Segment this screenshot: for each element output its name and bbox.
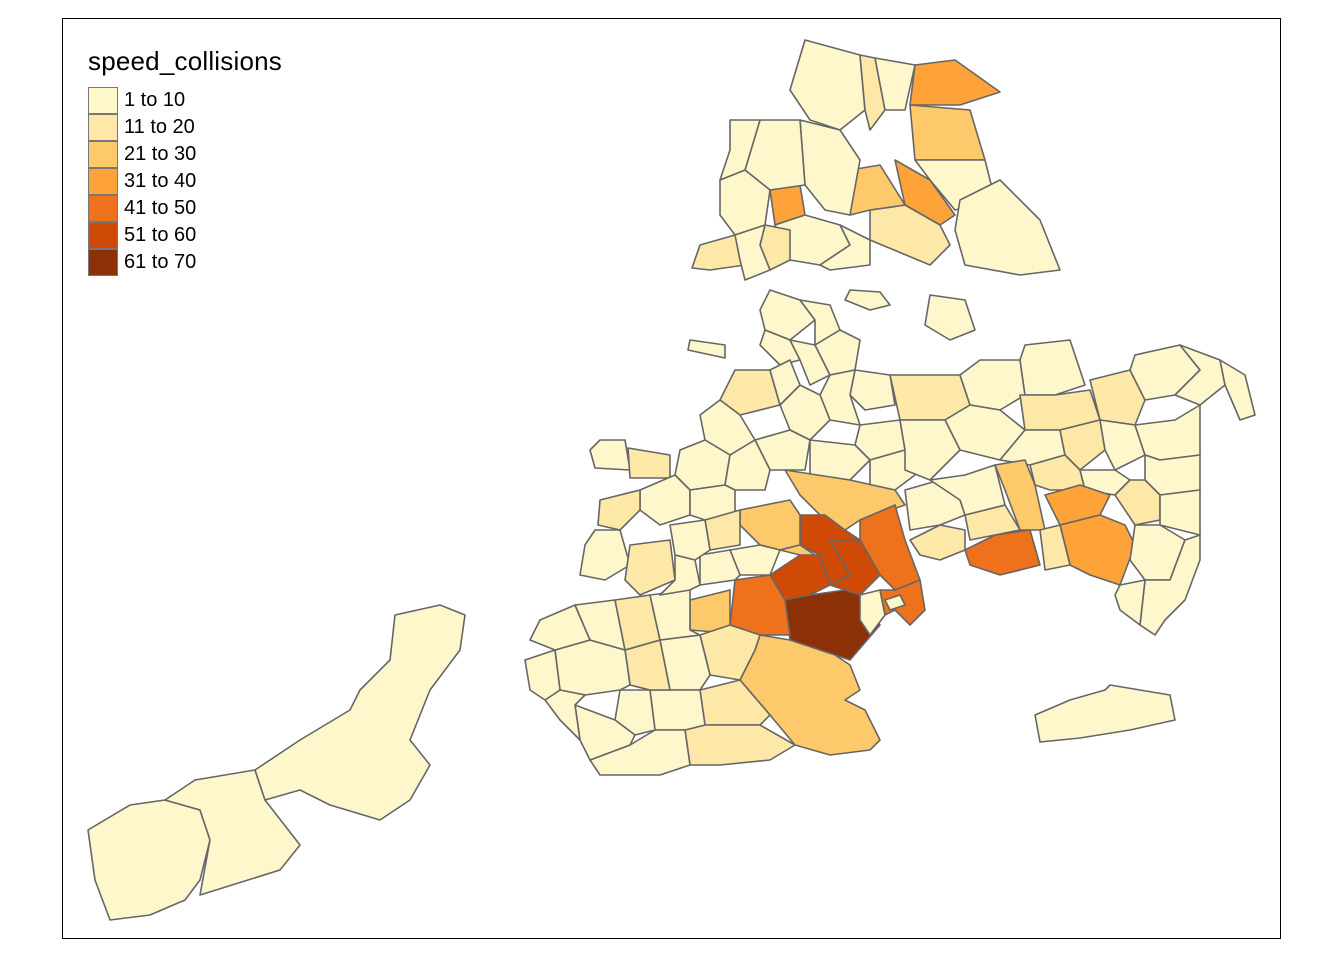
region-q-k	[1099, 419, 1146, 471]
legend-item: 31 to 40	[88, 168, 282, 195]
region-bronx-c	[874, 57, 916, 111]
region-bk-h	[689, 589, 731, 633]
region-bk-i	[859, 589, 886, 636]
legend-swatch	[88, 249, 118, 276]
legend-label: 11 to 20	[124, 116, 195, 138]
region-bs-d	[684, 724, 796, 766]
region-q-b	[1019, 339, 1086, 396]
region-q-r	[1044, 484, 1111, 526]
region-bs-i	[589, 729, 691, 776]
region-nw-p	[639, 474, 691, 526]
legend-item: 21 to 30	[88, 141, 282, 168]
legend-item: 61 to 70	[88, 249, 282, 276]
legend-title: speed_collisions	[88, 46, 282, 76]
region-q-v	[1139, 534, 1201, 636]
region-bronx-k	[799, 119, 861, 216]
region-bs-h	[614, 689, 656, 736]
region-bronx-b	[859, 54, 886, 131]
legend-item: 51 to 60	[88, 222, 282, 249]
region-bs-n	[529, 604, 591, 651]
legend-item: 1 to 10	[88, 87, 282, 114]
region-bs-r	[579, 529, 631, 581]
region-bk-o	[699, 549, 741, 586]
region-bs-s	[624, 539, 676, 596]
legend-item: 11 to 20	[88, 114, 282, 141]
region-bk-n	[779, 544, 816, 556]
legend-swatch	[88, 141, 118, 168]
legend-label: 51 to 60	[124, 224, 197, 246]
region-staten-island-north	[254, 604, 466, 821]
region-nw-m	[627, 447, 671, 479]
region-nw-g	[769, 359, 801, 406]
region-q-ab	[929, 464, 1006, 516]
region-bronx-h	[954, 179, 1061, 276]
region-bronx-r	[691, 234, 746, 271]
region-q-ac	[909, 524, 966, 561]
legend-label: 31 to 40	[124, 170, 197, 192]
region-q-d	[1089, 369, 1146, 426]
region-staten-island-mid	[164, 769, 301, 896]
region-manhattan-park	[924, 294, 976, 341]
legend-label: 21 to 30	[124, 143, 197, 165]
region-staten-island-south	[87, 799, 211, 921]
region-manhattan-small	[687, 339, 726, 359]
region-nw-a	[849, 369, 896, 411]
legend-swatch	[88, 195, 118, 222]
region-q-x	[1039, 524, 1071, 571]
region-bronx-s	[719, 119, 761, 181]
region-nw-l	[589, 439, 631, 471]
legend-swatch	[88, 87, 118, 114]
legend-rows: 1 to 10 11 to 20 21 to 30 31 to 40 41 to 50 5…	[88, 87, 282, 276]
region-bs-f	[649, 689, 706, 731]
legend-label: 1 to 10	[124, 89, 186, 111]
region-q-g	[1219, 359, 1256, 421]
region-rockaway	[1034, 684, 1176, 743]
region-manhattan-island	[844, 289, 891, 311]
legend-swatch	[88, 168, 118, 195]
legend-label: 61 to 70	[124, 251, 197, 273]
region-nw-f	[719, 369, 781, 416]
legend-swatch	[88, 222, 118, 249]
region-bk-q	[669, 519, 711, 561]
region-q-ad	[899, 419, 961, 481]
region-bronx-a	[789, 39, 866, 131]
region-q-a	[959, 359, 1026, 411]
region-nw-q	[597, 489, 641, 531]
map-frame	[62, 18, 1281, 939]
region-bronx-t	[734, 224, 771, 281]
region-q-j	[1059, 419, 1106, 471]
region-bronx-d	[909, 59, 1001, 106]
legend-item: 41 to 50	[88, 195, 282, 222]
region-q-s	[1059, 514, 1136, 586]
legend-swatch	[88, 114, 118, 141]
region-bk-l	[739, 499, 801, 551]
region-bs-m	[524, 649, 561, 701]
region-q-w	[1114, 579, 1146, 626]
legend-label: 41 to 50	[124, 197, 197, 219]
region-bronx-p	[819, 224, 871, 271]
legend: speed_collisions 1 to 10 11 to 20 21 to 30…	[88, 46, 282, 276]
region-bronx-e	[909, 104, 986, 161]
region-bk-k	[884, 594, 906, 611]
region-q-l	[1134, 404, 1201, 461]
region-nw-k	[869, 449, 916, 491]
region-bronx-g	[894, 159, 956, 226]
region-nw-j	[809, 439, 871, 481]
region-bs-t	[659, 554, 701, 596]
region-manhattan-d	[789, 339, 831, 386]
